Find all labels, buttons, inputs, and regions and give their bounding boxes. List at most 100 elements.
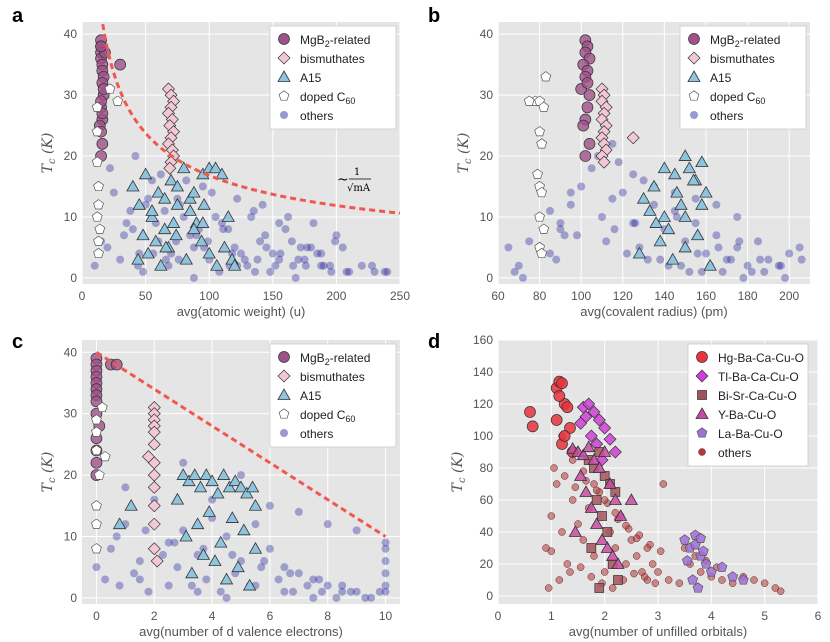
data-point [774,261,783,270]
legend-label: others [300,427,333,441]
legend-marker [697,390,707,400]
data-point [640,573,649,581]
data-point [540,71,552,82]
data-point [179,252,193,265]
data-point [678,149,692,161]
data-point [216,468,231,480]
data-point [323,520,332,529]
data-point [657,210,672,222]
data-point [141,526,150,535]
data-point [309,575,318,584]
data-point [668,167,682,180]
legend-label: Tl-Ba-Ca-Cu-O [718,370,799,384]
data-point [124,498,138,511]
data-point [193,480,208,493]
data-point [691,219,700,228]
data-point [630,569,638,578]
data-point [716,561,728,572]
data-point [603,432,617,446]
data-point [313,249,322,258]
data-point [187,222,201,235]
data-point [687,574,699,585]
y-axis-label: Tc (K) [40,133,58,174]
data-point [211,486,225,499]
data-point [182,474,196,487]
legend: Hg-Ba-Ca-Cu-O Tl-Ba-Ca-Cu-O Bi-Sr-Ca-Cu-O Y… [687,343,809,467]
data-point [219,572,234,585]
x-axis-label: avg(number of unfilled orbitals) [569,624,747,639]
data-point [169,228,183,241]
legend-marker [277,369,291,383]
data-point [556,377,568,390]
data-point [653,234,667,247]
data-point [697,545,709,556]
data-point [194,234,209,247]
data-point [672,212,681,221]
legend-box [687,343,809,467]
data-point [157,191,172,204]
data-point [381,587,390,596]
data-point [573,469,588,481]
data-point [643,544,652,552]
data-point [253,255,262,264]
data-point [368,261,377,270]
legend-marker [278,90,290,101]
data-point [164,261,173,270]
data-point [581,77,594,89]
data-point [544,584,553,592]
data-point [227,258,242,271]
data-point [504,243,513,252]
data-point [136,228,150,241]
data-point [193,587,202,596]
data-point [602,527,613,537]
panel-letter: c [12,331,23,353]
data-point [577,119,590,132]
data-point [93,247,104,259]
data-point [243,261,252,270]
series-doped-c60 [91,401,111,554]
data-point [262,243,271,252]
data-point [205,474,219,487]
data-point [611,544,620,552]
data-point [196,548,211,560]
x-tick-label: 0 [495,609,502,623]
data-point [598,421,612,435]
data-point [275,255,284,264]
data-point [608,584,617,592]
data-point [563,560,572,568]
legend-label: others [718,446,751,460]
data-point [581,440,596,453]
data-point [631,219,640,228]
data-point [237,471,245,480]
data-point [122,219,131,228]
data-point [574,416,588,430]
data-point [693,249,702,258]
legend-marker [278,33,290,45]
data-point [187,581,196,590]
data-point [534,211,545,222]
data-point [571,483,580,491]
series-y-ba-cu-o [565,440,639,569]
data-point [675,579,684,587]
x-axis-label: avg(number of d valence electrons) [139,624,343,639]
data-point [657,161,672,174]
y-tick-label: 60 [480,493,494,507]
data-point [597,511,607,521]
data-point [560,472,569,480]
data-point [622,560,630,568]
data-point [586,543,597,553]
data-point [104,83,116,94]
data-point [164,173,178,186]
data-point [678,210,692,222]
x-axis-label: avg(atomic weight) (u) [177,304,306,319]
points-layer [90,22,400,282]
data-point [338,243,347,252]
data-point [258,200,267,209]
data-point [629,170,638,179]
data-point [603,477,617,489]
data-point [94,223,106,234]
data-point [207,188,216,197]
y-tick-label: 140 [473,365,493,379]
data-point [332,593,341,602]
